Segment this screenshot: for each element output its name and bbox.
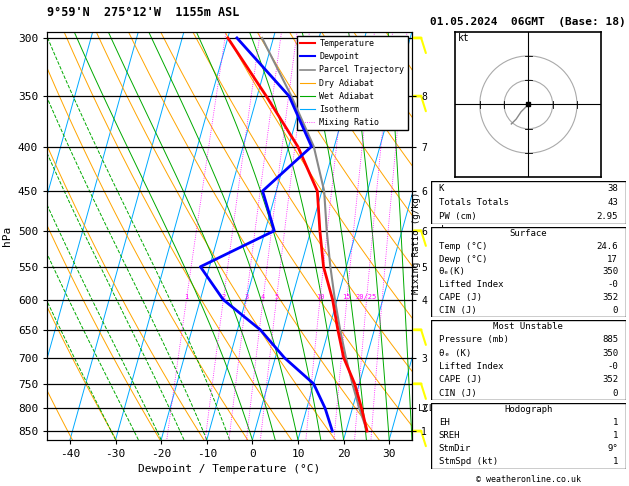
Text: θₑ(K): θₑ(K) [438,267,465,277]
Text: CAPE (J): CAPE (J) [438,375,482,384]
Text: 1: 1 [613,431,618,440]
Text: 4: 4 [261,294,265,299]
X-axis label: Dewpoint / Temperature (°C): Dewpoint / Temperature (°C) [138,465,321,474]
Text: Hodograph: Hodograph [504,405,552,414]
Text: 3: 3 [244,294,248,299]
Text: 20/25: 20/25 [356,294,377,299]
Text: 2: 2 [221,294,225,299]
Y-axis label: hPa: hPa [3,226,13,246]
Text: -0: -0 [608,362,618,371]
Text: 1: 1 [613,418,618,427]
Text: 24.6: 24.6 [596,242,618,251]
Text: CIN (J): CIN (J) [438,306,476,315]
Text: 350: 350 [602,348,618,358]
Text: 352: 352 [602,375,618,384]
Text: StmSpd (kt): StmSpd (kt) [438,457,498,467]
Text: 0: 0 [613,389,618,398]
Text: StmDir: StmDir [438,444,471,453]
Text: K: K [438,184,444,193]
Text: Lifted Index: Lifted Index [438,280,503,289]
Text: SREH: SREH [438,431,460,440]
Text: 352: 352 [602,293,618,302]
Text: Most Unstable: Most Unstable [493,322,564,331]
Legend: Temperature, Dewpoint, Parcel Trajectory, Dry Adiabat, Wet Adiabat, Isotherm, Mi: Temperature, Dewpoint, Parcel Trajectory… [297,36,408,130]
Text: Lifted Index: Lifted Index [438,362,503,371]
Text: Totals Totals: Totals Totals [438,198,508,207]
Text: 01.05.2024  06GMT  (Base: 18): 01.05.2024 06GMT (Base: 18) [430,17,626,27]
Text: © weatheronline.co.uk: © weatheronline.co.uk [476,474,581,484]
Text: Mixing Ratio (g/kg): Mixing Ratio (g/kg) [412,192,421,294]
Text: 885: 885 [602,335,618,345]
Text: Pressure (mb): Pressure (mb) [438,335,508,345]
Text: θₑ (K): θₑ (K) [438,348,471,358]
Text: 2.95: 2.95 [596,212,618,222]
Y-axis label: km
ASL: km ASL [438,225,455,246]
Text: kt: kt [458,34,470,43]
Text: 38: 38 [608,184,618,193]
Text: 0: 0 [613,306,618,315]
Text: 350: 350 [602,267,618,277]
Text: 17: 17 [608,255,618,263]
Text: Temp (°C): Temp (°C) [438,242,487,251]
Text: CIN (J): CIN (J) [438,389,476,398]
Text: 9°: 9° [608,444,618,453]
Text: 5: 5 [274,294,279,299]
Text: 1: 1 [184,294,189,299]
Text: 43: 43 [608,198,618,207]
Text: 10: 10 [316,294,324,299]
Text: Dewp (°C): Dewp (°C) [438,255,487,263]
Text: -0: -0 [608,280,618,289]
Text: PW (cm): PW (cm) [438,212,476,222]
Text: 15: 15 [343,294,351,299]
Text: EH: EH [438,418,449,427]
Text: 9°59'N  275°12'W  1155m ASL: 9°59'N 275°12'W 1155m ASL [47,6,240,19]
Text: LCL: LCL [418,404,433,413]
Text: CAPE (J): CAPE (J) [438,293,482,302]
Text: 1: 1 [613,457,618,467]
Text: Surface: Surface [509,229,547,238]
